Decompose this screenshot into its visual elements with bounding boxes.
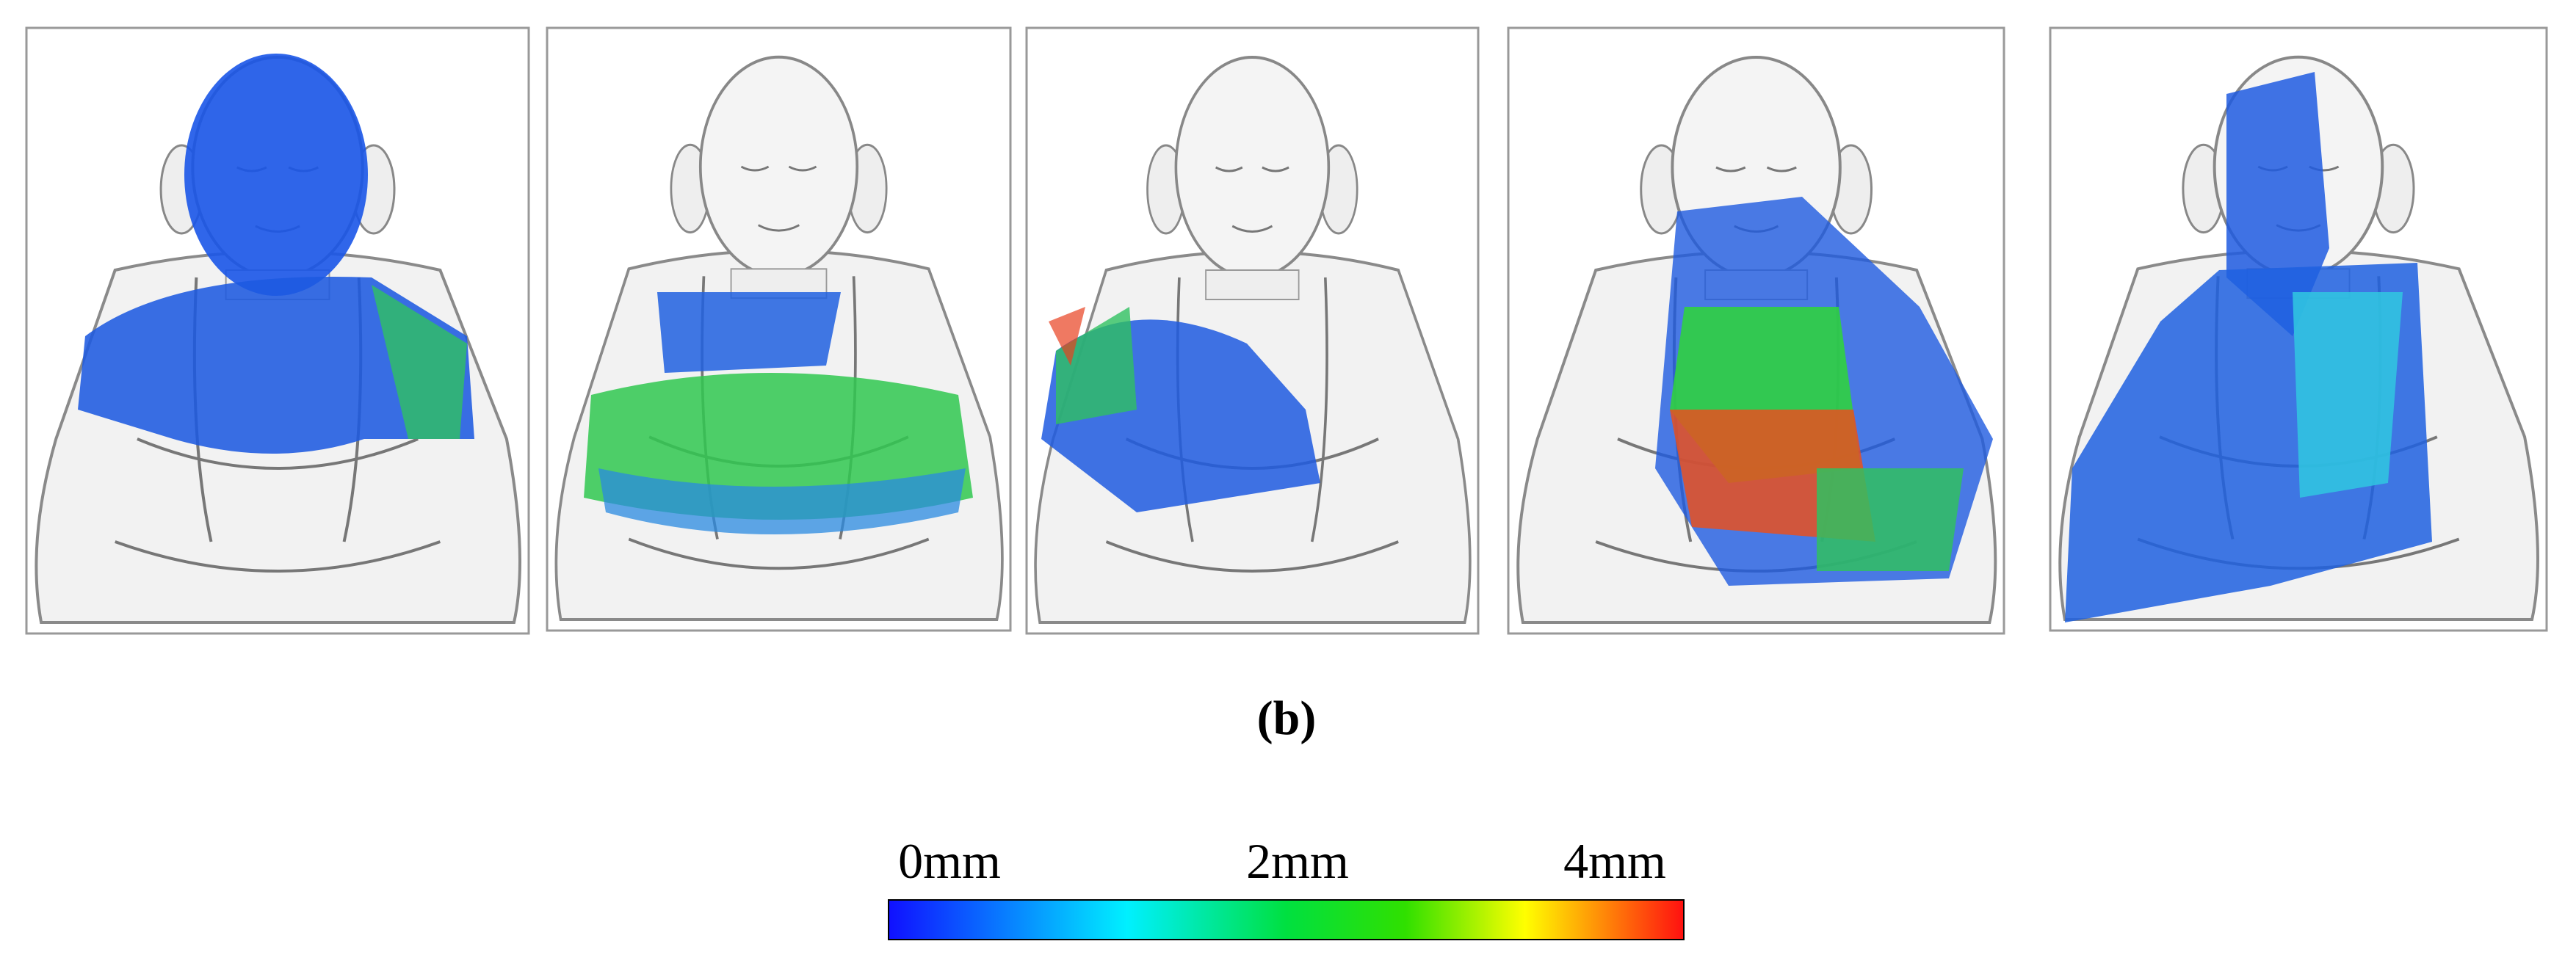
panel bbox=[25, 26, 530, 635]
colorbar-label: 0mm bbox=[898, 833, 1001, 889]
colorbar-label: 4mm bbox=[1563, 833, 1666, 889]
panel bbox=[2049, 26, 2548, 632]
panel bbox=[546, 26, 1012, 632]
colorbar-gradient bbox=[888, 899, 1685, 940]
panel bbox=[1507, 26, 2005, 635]
colorbar: 0mm 2mm 4mm bbox=[888, 833, 1685, 940]
colorbar-label: 2mm bbox=[1246, 833, 1349, 889]
caption: (b) bbox=[1257, 691, 1317, 745]
panel bbox=[1025, 26, 1480, 635]
